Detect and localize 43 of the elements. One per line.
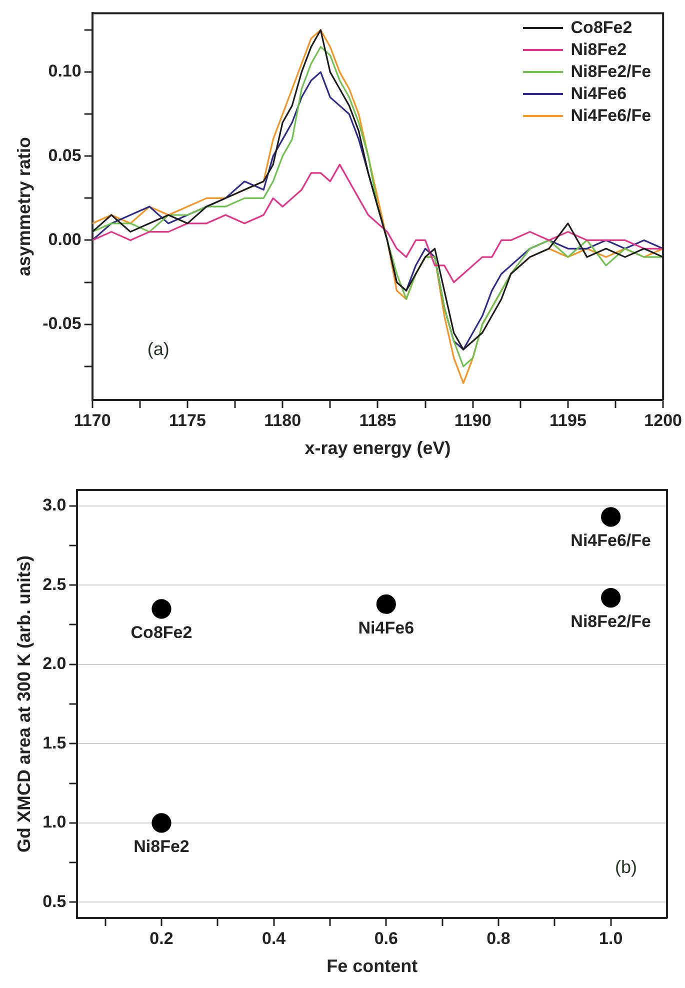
annotation: (b) bbox=[615, 857, 637, 877]
point bbox=[601, 507, 621, 527]
y-tick-label: 0.5 bbox=[42, 892, 66, 911]
y-axis-title: asymmetry ratio bbox=[14, 137, 34, 276]
x-tick-label: 1195 bbox=[550, 410, 586, 430]
point bbox=[152, 813, 172, 833]
x-tick-label: 1170 bbox=[74, 410, 111, 430]
x-tick-label: 1190 bbox=[454, 410, 492, 430]
point bbox=[376, 594, 396, 614]
legend-label: Co8Fe2 bbox=[570, 18, 632, 38]
legend-label: Ni4Fe6 bbox=[570, 84, 627, 104]
x-axis-title: Fe content bbox=[326, 956, 418, 976]
annotation: Ni8Fe2 bbox=[134, 837, 190, 856]
x-tick-label: 0.6 bbox=[374, 928, 398, 948]
y-tick-label: 0.05 bbox=[48, 146, 82, 165]
y-tick-label: 2.0 bbox=[42, 654, 66, 674]
x-tick-label: 0.4 bbox=[262, 928, 286, 948]
legend-label: Ni4Fe6/Fe bbox=[570, 106, 652, 126]
y-tick-label: 3.0 bbox=[42, 496, 66, 515]
point bbox=[152, 599, 172, 619]
y-tick-label: -0.05 bbox=[42, 314, 82, 334]
y-tick-label: 1.0 bbox=[42, 812, 66, 832]
x-tick-label: 0.8 bbox=[486, 928, 510, 948]
annotation: Co8Fe2 bbox=[130, 623, 192, 642]
x-tick-label: 1.0 bbox=[599, 928, 623, 948]
x-tick-label: 1180 bbox=[264, 410, 302, 430]
point bbox=[601, 588, 621, 608]
x-tick-label: 1185 bbox=[359, 410, 396, 430]
y-axis-title: Gd XMCD area at 300 K (arb. units) bbox=[14, 555, 34, 853]
x-tick-label: 0.2 bbox=[150, 928, 174, 948]
y-tick-label: 0.00 bbox=[48, 230, 82, 249]
y-tick-label: 0.10 bbox=[48, 62, 82, 81]
annotation: Ni8Fe2/Fe bbox=[570, 612, 651, 631]
legend-label: Ni8Fe2 bbox=[570, 40, 627, 60]
x-axis-title: x-ray energy (eV) bbox=[304, 438, 451, 458]
annotation: Ni4Fe6 bbox=[358, 618, 414, 638]
legend-label: Ni8Fe2/Fe bbox=[570, 62, 652, 82]
x-tick-label: 1175 bbox=[169, 410, 206, 430]
y-tick-label: 1.5 bbox=[42, 733, 66, 752]
annotation: (a) bbox=[147, 339, 170, 359]
x-tick-label: 1200 bbox=[644, 410, 682, 430]
y-tick-label: 2.5 bbox=[42, 574, 66, 594]
annotation: Ni4Fe6/Fe bbox=[570, 531, 651, 550]
